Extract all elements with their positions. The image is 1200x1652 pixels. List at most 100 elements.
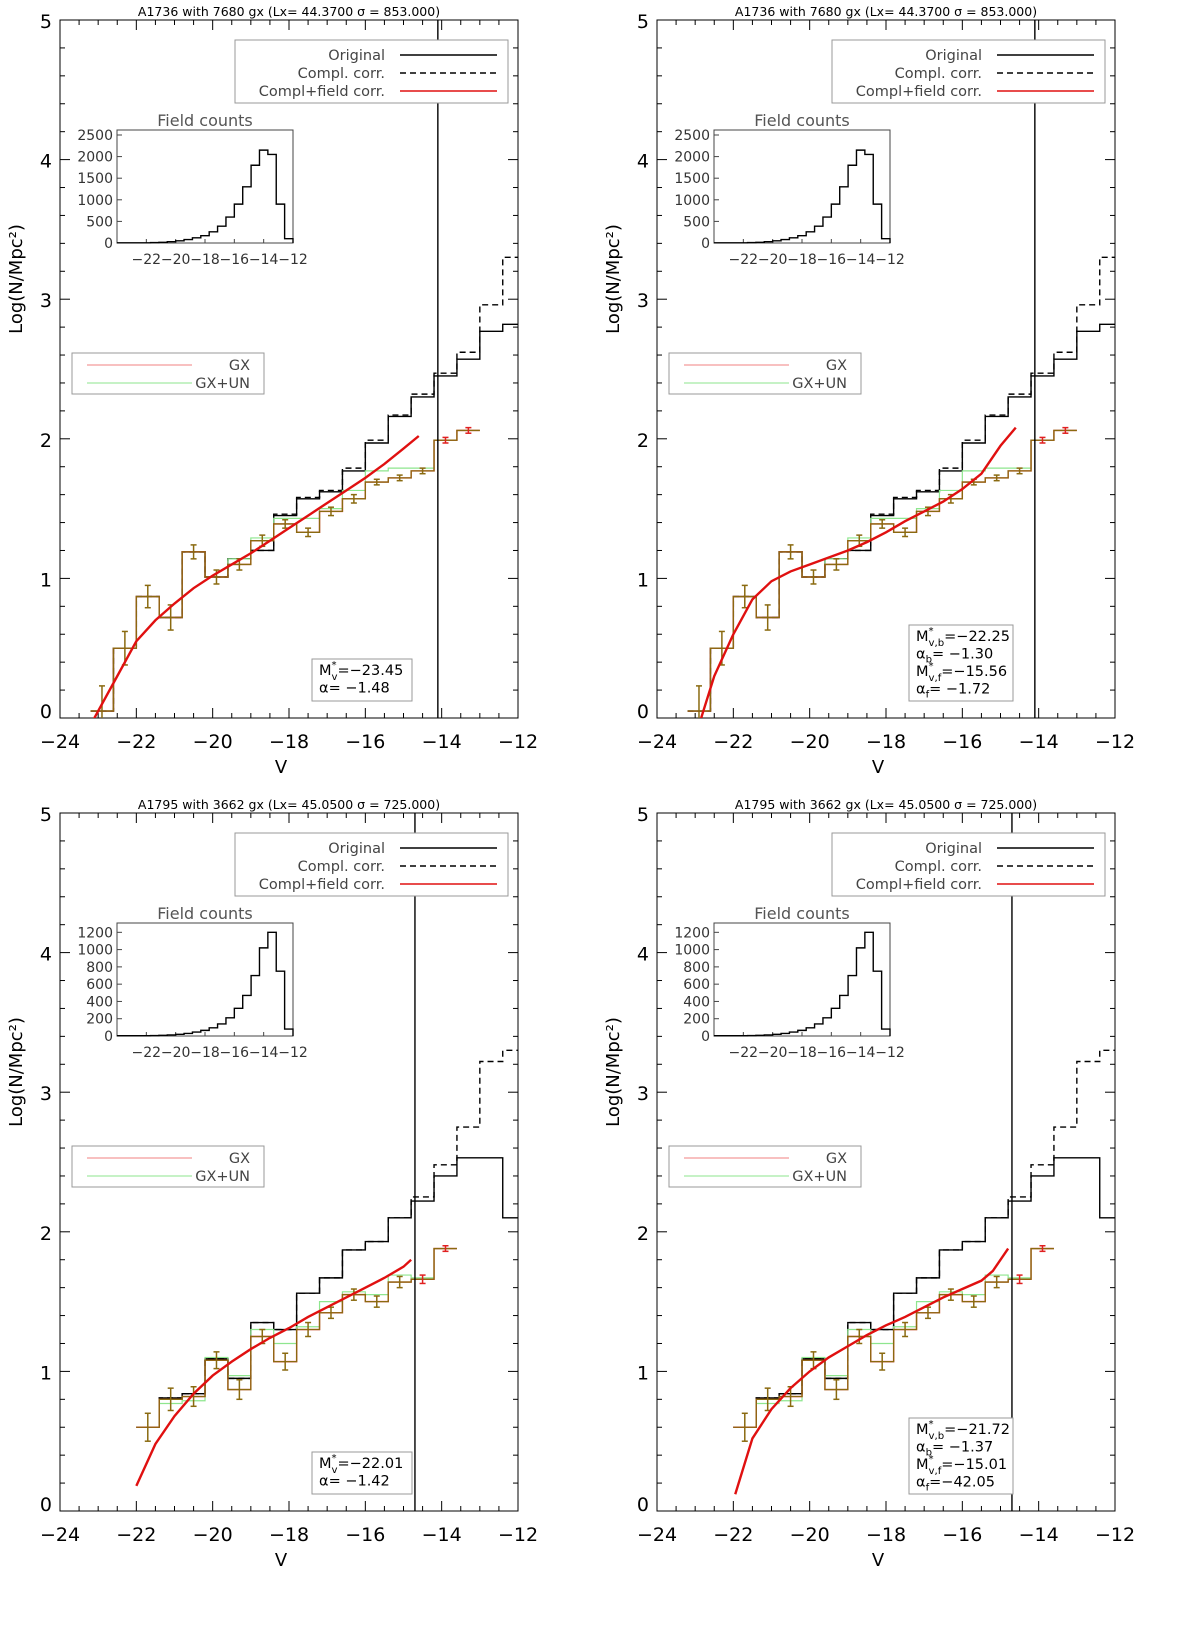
- inset-title: Field counts: [754, 904, 850, 923]
- inset-y-tick-label: 1500: [77, 171, 113, 187]
- legend: Original Compl. corr. Compl+field corr.: [831, 39, 1106, 104]
- x-tick-label: −20: [790, 731, 830, 753]
- fit-parameters-box: [908, 624, 1014, 702]
- y-tick-label: 3: [40, 290, 52, 312]
- y-axis: 0 1 2 3 4 5 Log(N/Mpc²): [603, 11, 1115, 723]
- y-tick-label: 0: [637, 1494, 649, 1516]
- y-tick-label: 1: [40, 1362, 52, 1384]
- legend-secondary-label: GX: [229, 358, 250, 374]
- legend-secondary-box: [71, 1145, 265, 1188]
- inset-x-tick-label: −22: [729, 252, 759, 268]
- inset-y-tick-label: 1000: [674, 943, 710, 959]
- corrected-histogram: [90, 429, 480, 712]
- inset-y-tick-label: 2000: [674, 150, 710, 166]
- inset-y-tick-label: 800: [86, 960, 113, 976]
- inset-y-tick-label: 1000: [77, 943, 113, 959]
- inset-title: Field counts: [754, 111, 850, 130]
- inset-frame: [116, 922, 294, 1037]
- corrected-overlay-histogram: [687, 429, 1077, 712]
- inset-x-tick-label: −22: [729, 1045, 759, 1061]
- inset-histogram: [714, 931, 891, 1037]
- legend: Original Compl. corr. Compl+field corr.: [234, 39, 509, 104]
- x-axis: −24 −22 −20 −18 −16 −14 −12V: [40, 20, 538, 778]
- inset-x-tick-label: −22: [132, 1045, 162, 1061]
- y-tick-label: 0: [40, 701, 52, 723]
- schechter-fit-curve: [734, 1247, 1010, 1495]
- legend-label: Original: [328, 48, 385, 64]
- chart-title: A1795 with 3662 gx (Lx= 45.0500 σ = 725.…: [138, 797, 440, 812]
- panel-1: A1736 with 7680 gx (Lx= 44.3700 σ = 853.…: [6, 4, 538, 778]
- x-tick-label: −22: [116, 1524, 156, 1546]
- gx-un-histogram: [90, 429, 480, 712]
- x-tick-label: −14: [422, 1524, 462, 1546]
- x-tick-label: −22: [713, 1524, 753, 1546]
- inset-x-tick-label: −12: [875, 1045, 905, 1061]
- gx-un-histogram: [687, 429, 1077, 712]
- legend-secondary-label: GX: [229, 1151, 250, 1167]
- fit-parameters-box: [311, 658, 413, 702]
- x-tick-label: −16: [942, 1524, 982, 1546]
- chart-title: A1795 with 3662 gx (Lx= 45.0500 σ = 725.…: [735, 797, 1037, 812]
- inset-histogram: [117, 931, 294, 1037]
- x-tick-label: −20: [790, 1524, 830, 1546]
- legend-secondary-label: GX+UN: [792, 376, 847, 392]
- inset-x-tick-label: −12: [875, 252, 905, 268]
- inset-histogram: [714, 149, 891, 244]
- inset-frame: [116, 129, 294, 244]
- y-tick-label: 4: [40, 944, 52, 966]
- inset-y-tick-label: 2000: [77, 150, 113, 166]
- inset-y-tick-label: 800: [683, 960, 710, 976]
- inset-y-tick-label: 0: [701, 1029, 710, 1045]
- legend-label: Compl. corr.: [895, 66, 982, 82]
- inset-y-tick-label: 500: [86, 214, 113, 230]
- x-tick-label: −16: [942, 731, 982, 753]
- x-tick-label: −16: [345, 1524, 385, 1546]
- inset-x-tick-label: −22: [132, 252, 162, 268]
- y-tick-label: 2: [40, 430, 52, 452]
- inset-x-tick-label: −16: [817, 252, 847, 268]
- y-axis: 0 1 2 3 4 5 Log(N/Mpc²): [6, 11, 518, 723]
- legend-secondary: GX GX+UN: [71, 352, 265, 395]
- x-tick-label: −20: [193, 731, 233, 753]
- y-axis-label: Log(N/Mpc²): [6, 1017, 27, 1127]
- legend-box: [234, 832, 509, 897]
- legend-label: Compl. corr.: [298, 859, 385, 875]
- y-tick-label: 3: [637, 290, 649, 312]
- x-tick-label: −24: [40, 1524, 80, 1546]
- y-tick-label: 5: [637, 804, 649, 826]
- x-tick-label: −12: [498, 1524, 538, 1546]
- x-tick-label: −18: [866, 731, 906, 753]
- y-tick-label: 1: [637, 569, 649, 591]
- legend-box: [831, 39, 1106, 104]
- y-tick-label: 1: [637, 1362, 649, 1384]
- inset-x-tick-label: −14: [249, 1045, 279, 1061]
- legend-label: Compl. corr.: [895, 859, 982, 875]
- schechter-fit-curve: [699, 426, 1017, 718]
- x-axis-label: V: [275, 757, 288, 778]
- inset-y-tick-label: 600: [683, 977, 710, 993]
- legend-label: Compl+field corr.: [856, 84, 982, 100]
- fit-parameter-label: M* v,b=−22.25: [916, 626, 1010, 649]
- legend-label: Compl+field corr.: [259, 877, 385, 893]
- inset-y-tick-label: 0: [701, 236, 710, 252]
- y-tick-label: 2: [637, 1223, 649, 1245]
- legend-label: Original: [925, 841, 982, 857]
- fit-parameter-label: M* v=−22.01: [319, 1453, 403, 1476]
- x-tick-label: −14: [1019, 731, 1059, 753]
- y-axis: 0 1 2 3 4 5 Log(N/Mpc²): [603, 804, 1115, 1516]
- x-tick-label: −18: [269, 731, 309, 753]
- legend-secondary-label: GX+UN: [195, 376, 250, 392]
- x-axis-label: V: [275, 1550, 288, 1571]
- inset-y-tick-label: 200: [683, 1012, 710, 1028]
- inset-x-tick-label: −20: [161, 252, 191, 268]
- y-tick-label: 4: [637, 944, 649, 966]
- x-axis: −24 −22 −20 −18 −16 −14 −12V: [40, 813, 538, 1571]
- x-tick-label: −22: [713, 731, 753, 753]
- fit-parameter-label: αb= −1.37: [916, 1440, 993, 1459]
- x-tick-label: −16: [345, 731, 385, 753]
- inset-histogram: [117, 149, 294, 244]
- inset-x-tick-label: −18: [190, 252, 220, 268]
